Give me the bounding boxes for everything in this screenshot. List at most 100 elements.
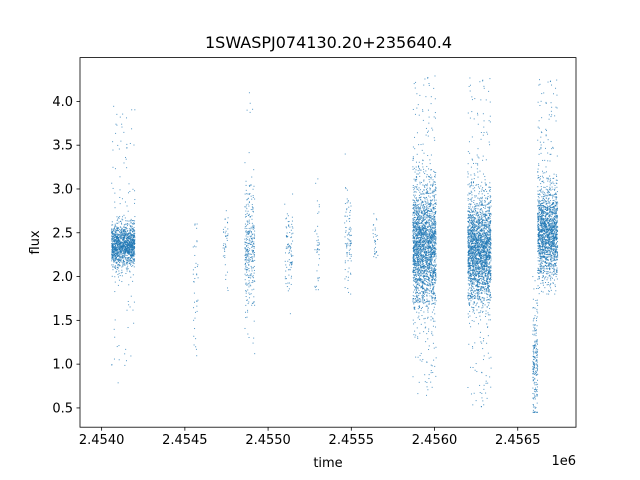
data-point bbox=[247, 253, 249, 255]
data-point bbox=[253, 320, 255, 322]
data-point bbox=[417, 222, 419, 224]
data-point bbox=[111, 230, 113, 232]
data-point bbox=[415, 268, 417, 270]
data-point bbox=[429, 220, 431, 222]
data-point bbox=[434, 268, 436, 270]
data-point bbox=[127, 241, 129, 243]
data-point bbox=[430, 240, 432, 242]
data-point bbox=[415, 223, 417, 225]
data-point bbox=[196, 310, 198, 312]
data-point bbox=[120, 272, 122, 274]
data-point bbox=[344, 153, 346, 155]
data-point bbox=[116, 227, 118, 229]
data-point bbox=[131, 240, 133, 242]
data-point bbox=[118, 265, 120, 267]
data-point bbox=[423, 293, 425, 295]
data-point bbox=[124, 353, 126, 355]
data-point bbox=[421, 263, 423, 265]
data-point bbox=[430, 372, 432, 374]
data-point bbox=[421, 259, 423, 261]
data-point bbox=[434, 221, 436, 223]
data-point bbox=[119, 238, 121, 240]
data-point bbox=[111, 251, 113, 253]
data-point bbox=[421, 266, 423, 268]
data-point bbox=[115, 267, 117, 269]
data-point bbox=[415, 254, 417, 256]
data-point bbox=[428, 195, 430, 197]
data-point bbox=[131, 260, 133, 262]
data-point bbox=[423, 233, 425, 235]
data-point bbox=[421, 246, 423, 248]
data-point bbox=[251, 266, 253, 268]
data-point bbox=[129, 190, 131, 192]
data-point bbox=[123, 245, 125, 247]
data-point bbox=[428, 252, 430, 254]
data-point bbox=[421, 267, 423, 269]
data-point bbox=[118, 279, 120, 281]
data-point bbox=[111, 275, 113, 277]
data-point bbox=[122, 238, 124, 240]
data-point bbox=[417, 201, 419, 203]
data-point bbox=[417, 223, 419, 225]
data-point bbox=[427, 243, 429, 245]
data-point bbox=[414, 226, 416, 228]
data-point bbox=[128, 262, 130, 264]
data-point bbox=[415, 270, 417, 272]
data-point bbox=[318, 204, 320, 206]
data-point bbox=[129, 232, 131, 234]
data-point bbox=[429, 231, 431, 233]
data-point bbox=[435, 272, 437, 274]
data-point bbox=[419, 230, 421, 232]
data-point bbox=[431, 229, 433, 231]
data-point bbox=[117, 249, 119, 251]
data-point bbox=[423, 206, 425, 208]
data-point bbox=[126, 235, 128, 237]
data-point bbox=[420, 252, 422, 254]
data-point bbox=[419, 227, 421, 229]
data-point bbox=[132, 227, 134, 229]
data-point bbox=[412, 237, 414, 239]
data-point bbox=[425, 212, 427, 214]
data-point bbox=[416, 229, 418, 231]
data-point bbox=[288, 225, 290, 227]
data-point bbox=[415, 282, 417, 284]
data-point bbox=[291, 262, 293, 264]
data-point bbox=[428, 303, 430, 305]
data-point bbox=[423, 283, 425, 285]
data-point bbox=[285, 226, 287, 228]
data-point bbox=[487, 133, 489, 135]
data-point bbox=[125, 254, 127, 256]
data-point bbox=[432, 253, 434, 255]
data-point bbox=[244, 227, 246, 229]
data-point bbox=[431, 263, 433, 265]
data-point bbox=[412, 271, 414, 273]
data-point bbox=[195, 346, 197, 348]
data-point bbox=[428, 233, 430, 235]
data-point bbox=[424, 381, 426, 383]
data-point bbox=[252, 245, 254, 247]
data-point bbox=[414, 239, 416, 241]
data-point bbox=[414, 264, 416, 266]
data-point bbox=[428, 203, 430, 205]
data-point bbox=[245, 184, 247, 186]
data-point bbox=[420, 189, 422, 191]
data-point bbox=[114, 225, 116, 227]
data-point bbox=[422, 284, 424, 286]
data-point bbox=[131, 254, 133, 256]
data-point bbox=[434, 252, 436, 254]
data-point bbox=[416, 209, 418, 211]
data-point bbox=[420, 231, 422, 233]
data-point bbox=[244, 238, 246, 240]
data-point bbox=[413, 222, 415, 224]
data-point bbox=[428, 84, 430, 86]
data-point bbox=[417, 293, 419, 295]
data-point bbox=[289, 226, 291, 228]
data-point bbox=[415, 291, 417, 293]
data-point bbox=[120, 236, 122, 238]
data-point bbox=[425, 290, 427, 292]
data-point bbox=[290, 229, 292, 231]
data-point bbox=[415, 222, 417, 224]
data-point bbox=[426, 295, 428, 297]
data-point bbox=[246, 242, 248, 244]
data-point bbox=[126, 249, 128, 251]
